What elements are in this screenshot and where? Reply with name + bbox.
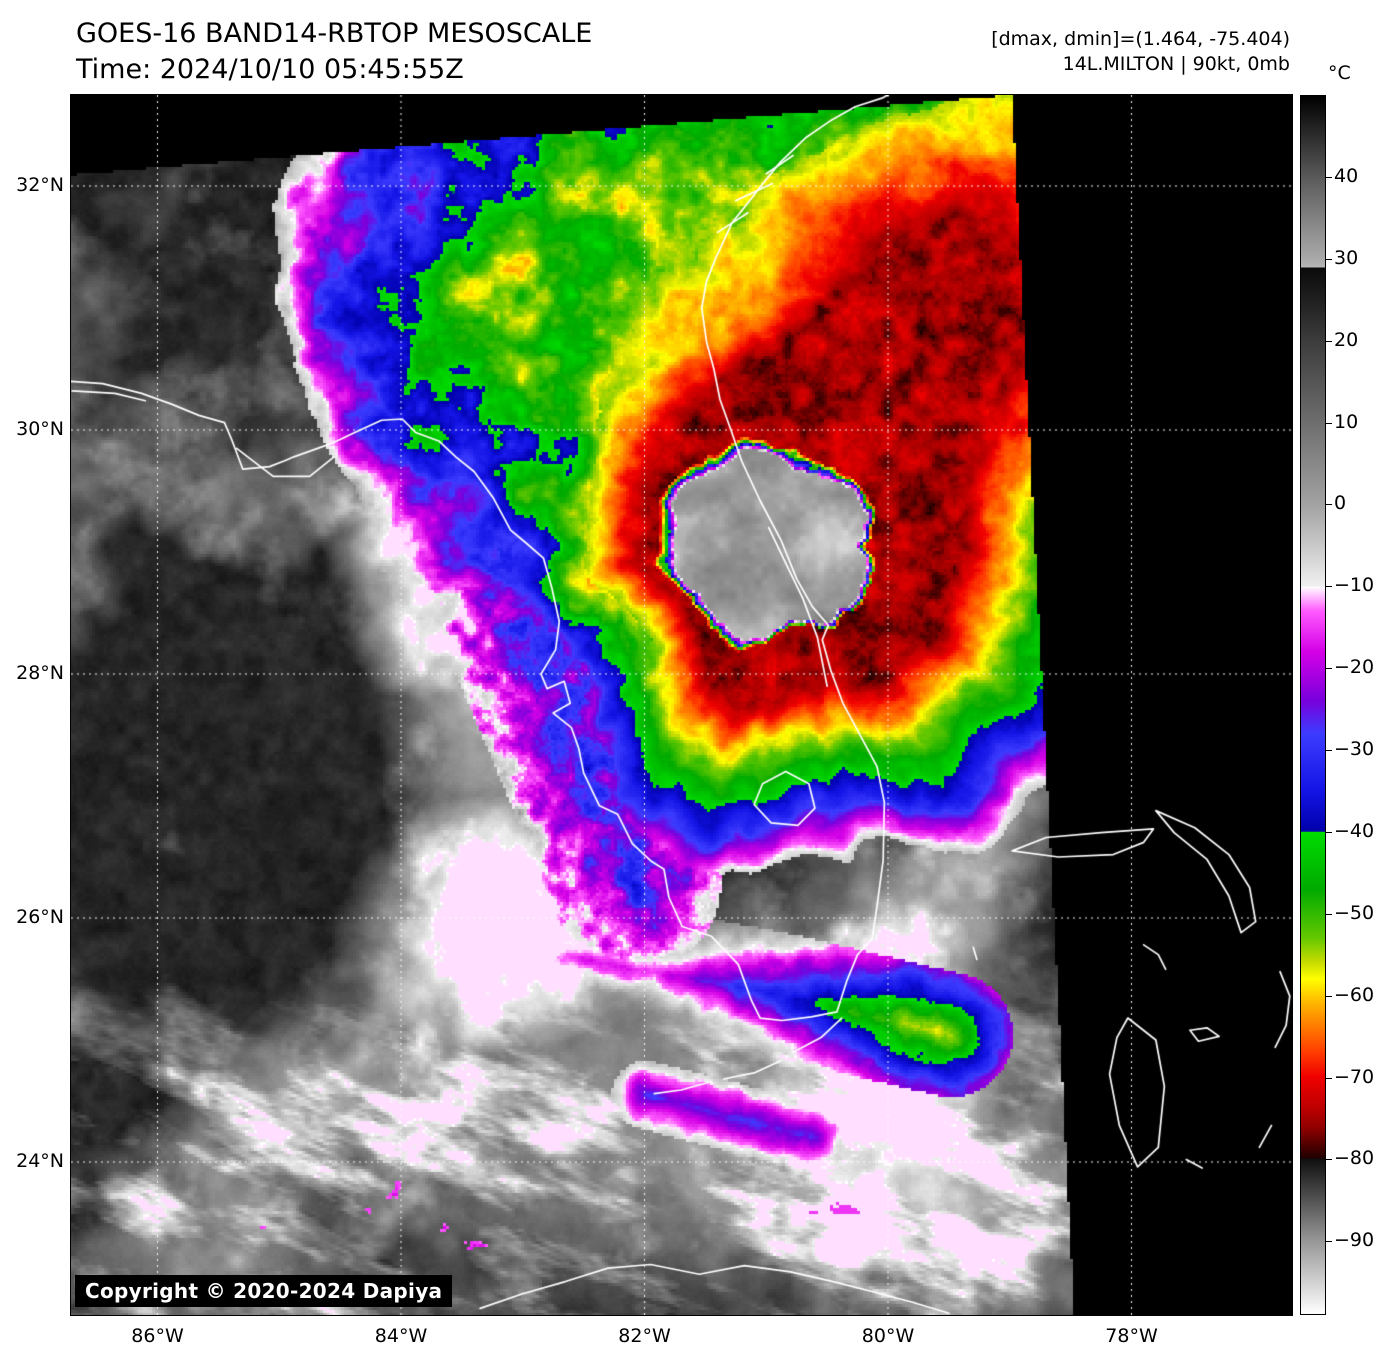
- colorbar-tick-mark: [1326, 995, 1332, 997]
- product-title: GOES-16 BAND14-RBTOP MESOSCALE: [76, 18, 593, 49]
- colorbar-unit-label: °C: [1328, 62, 1351, 84]
- lat-tick-label: 32°N: [16, 174, 64, 196]
- satellite-imagery-canvas: [71, 95, 1292, 1315]
- colorbar-tick-label: −30: [1334, 738, 1375, 761]
- colorbar-tick-mark: [1326, 422, 1332, 424]
- colorbar-tick-label: 30: [1334, 246, 1359, 269]
- lat-tick-label: 24°N: [16, 1150, 64, 1172]
- colorbar-tick-label: 0: [1334, 492, 1347, 515]
- colorbar-tick-label: −70: [1334, 1065, 1375, 1088]
- colorbar-tick-label: 40: [1334, 164, 1359, 187]
- colorbar-tick-mark: [1326, 176, 1332, 178]
- lat-tick-label: 28°N: [16, 662, 64, 684]
- product-timestamp: Time: 2024/10/10 05:45:55Z: [76, 54, 464, 85]
- colorbar-tick-label: 20: [1334, 328, 1359, 351]
- colorbar-tick-mark: [1326, 586, 1332, 588]
- colorbar-tick-label: −90: [1334, 1229, 1375, 1252]
- lon-tick-label: 82°W: [618, 1325, 671, 1347]
- colorbar-tick-mark: [1326, 340, 1332, 342]
- dmax-dmin-readout: [dmax, dmin]=(1.464, -75.404): [991, 28, 1290, 50]
- colorbar-tick-mark: [1326, 913, 1332, 915]
- colorbar-tick-label: −60: [1334, 983, 1375, 1006]
- colorbar-tick-mark: [1326, 504, 1332, 506]
- colorbar-tick-mark: [1326, 258, 1332, 260]
- colorbar-tick-label: −80: [1334, 1147, 1375, 1170]
- colorbar-tick-mark: [1326, 750, 1332, 752]
- colorbar-tick-mark: [1326, 1077, 1332, 1079]
- colorbar-tick-label: −40: [1334, 819, 1375, 842]
- colorbar-tick-label: −50: [1334, 901, 1375, 924]
- colorbar-tick-mark: [1326, 1241, 1332, 1243]
- lat-tick-label: 30°N: [16, 418, 64, 440]
- colorbar-tick-mark: [1326, 831, 1332, 833]
- lon-tick-label: 80°W: [861, 1325, 915, 1347]
- colorbar-tick-label: −20: [1334, 656, 1375, 679]
- colorbar-tick-mark: [1326, 668, 1332, 670]
- lat-tick-label: 26°N: [16, 906, 64, 928]
- temperature-colorbar: [1300, 95, 1326, 1315]
- colorbar-tick-label: 10: [1334, 410, 1359, 433]
- copyright-label: Copyright © 2020-2024 Dapiya: [75, 1275, 453, 1307]
- map-area: Copyright © 2020-2024 Dapiya: [70, 94, 1293, 1316]
- colorbar-tick-mark: [1326, 1159, 1332, 1161]
- storm-info-readout: 14L.MILTON | 90kt, 0mb: [1062, 53, 1290, 75]
- lon-tick-label: 84°W: [374, 1325, 428, 1347]
- lon-tick-label: 86°W: [131, 1325, 184, 1347]
- colorbar-tick-label: −10: [1334, 574, 1375, 597]
- lon-tick-label: 78°W: [1105, 1325, 1158, 1347]
